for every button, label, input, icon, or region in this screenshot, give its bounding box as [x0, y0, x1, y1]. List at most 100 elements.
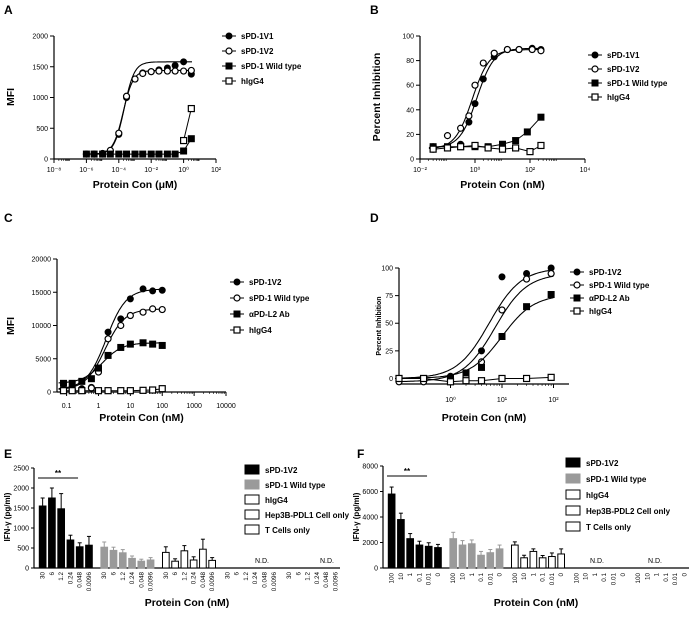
chart-f: 0 2000 4000 6000 8000 Protein Con (nM) IFN-γ (…: [352, 457, 689, 609]
bar: [495, 548, 504, 569]
x-category-label: 1: [530, 573, 537, 577]
legend-label: hIgG4: [586, 491, 609, 500]
legend-label: sPD-1V2: [589, 268, 622, 277]
legend-marker: [591, 51, 599, 59]
legend-entry: sPD-1 Wild type: [588, 79, 668, 88]
x-tick-label: 10²: [525, 167, 536, 174]
data-point: [94, 387, 103, 395]
fit-curve: [58, 288, 164, 390]
data-point: [60, 379, 68, 387]
x-category-label: 0.048: [77, 572, 84, 588]
legend-marker: [225, 62, 233, 70]
x-category-label: 1: [469, 573, 476, 577]
data-point: [471, 100, 479, 108]
x-tick-label: 0.1: [62, 403, 72, 410]
x-category-label: 6: [295, 572, 302, 576]
x-axis-title: Protein Con (μM): [93, 179, 178, 191]
x-category-label: 1.2: [181, 572, 188, 581]
data-point: [149, 305, 157, 313]
bar: [57, 508, 66, 569]
x-category-label: 100: [450, 573, 457, 584]
x-category-label: 6: [234, 572, 241, 576]
series-3: [180, 104, 195, 145]
y-tick-label: 8000: [362, 464, 378, 471]
data-point: [139, 339, 147, 347]
y-tick-label: 0: [374, 566, 378, 573]
legend-entry: hIgG4: [570, 307, 612, 316]
data-point: [180, 136, 188, 145]
y-tick-label: 20000: [32, 257, 52, 264]
x-category-label: 0.0096: [271, 572, 278, 592]
data-point: [512, 144, 520, 152]
legend-marker: [573, 307, 581, 315]
legend-label: αPD-L2 Ab: [589, 294, 630, 303]
fit-curve: [399, 297, 554, 379]
data-point: [478, 363, 486, 371]
x-category-label: 0: [681, 573, 688, 577]
data-point: [443, 144, 452, 152]
data-point: [503, 45, 511, 54]
data-point: [443, 132, 452, 140]
chart-d: 0 25 50 75 100 10⁰ 10¹ 10² Protein Con (nM) Perce…: [376, 264, 650, 424]
bar: [477, 554, 485, 569]
data-point: [528, 45, 536, 54]
data-point: [149, 386, 157, 394]
data-point: [547, 269, 555, 278]
bar: [520, 557, 528, 569]
series-0: [58, 285, 166, 393]
bar: [538, 557, 547, 569]
y-tick-label: 80: [406, 58, 414, 65]
bar: [510, 544, 519, 569]
data-point: [171, 67, 179, 75]
legend-entry: Hep3B-PDL2 Cell only: [565, 505, 671, 516]
legend-label: αPD-L2 Ab: [249, 310, 290, 319]
legend-entry: T Cells only: [565, 521, 631, 532]
data-point: [522, 275, 531, 283]
data-point: [115, 129, 123, 137]
data-point: [104, 328, 112, 336]
significance-label: **: [404, 467, 411, 476]
legend-swatch: [244, 494, 260, 505]
data-point: [87, 384, 96, 392]
data-point: [158, 385, 166, 393]
legend-swatch: [244, 524, 260, 535]
legend-label: sPD-1V2: [607, 65, 640, 74]
data-point: [68, 379, 76, 387]
data-point: [498, 374, 506, 383]
y-tick-label: 6000: [362, 489, 378, 496]
panel-letter-c: C: [4, 211, 13, 225]
data-point: [429, 145, 437, 153]
panel-letter-a: A: [4, 3, 13, 17]
legend-label: T Cells only: [586, 523, 631, 532]
legend-entry: hIgG4: [222, 77, 264, 86]
y-tick-label: 2000: [32, 34, 48, 41]
x-category-label: 1.2: [58, 572, 65, 581]
x-category-label: 0.1: [416, 573, 423, 582]
data-point: [139, 386, 147, 394]
y-tick-label: 500: [17, 546, 29, 553]
x-category-label: 10: [460, 573, 467, 581]
y-tick-label: 40: [406, 107, 414, 114]
bar: [100, 546, 109, 569]
x-category-label: 0.0096: [86, 572, 93, 592]
legend-label: sPD-1 Wild type: [249, 294, 310, 303]
legend-swatch: [565, 505, 581, 516]
bar: [66, 539, 75, 569]
x-tick-label: 10⁰: [470, 166, 481, 174]
bar: [397, 519, 405, 569]
panel-letter-b: B: [370, 3, 379, 17]
legend-marker: [233, 294, 241, 302]
x-tick-label: 10⁴: [580, 167, 591, 174]
legend-label: hIgG4: [249, 326, 272, 335]
legend-marker: [573, 268, 581, 276]
data-point: [126, 311, 134, 320]
bar-group-2: 30 6 1.2 0.24 0.048 0.0096: [161, 538, 216, 591]
x-category-label: 6: [111, 572, 118, 576]
bar: [486, 552, 495, 569]
y-tick-label: 75: [385, 293, 393, 300]
panel-letter-d: D: [370, 211, 379, 225]
bar-group-0: 100 10 1 0.1 0.01 0: [387, 486, 442, 585]
x-tick-label: 10⁻⁶: [79, 167, 93, 174]
x-category-label: 0.0096: [332, 572, 339, 592]
